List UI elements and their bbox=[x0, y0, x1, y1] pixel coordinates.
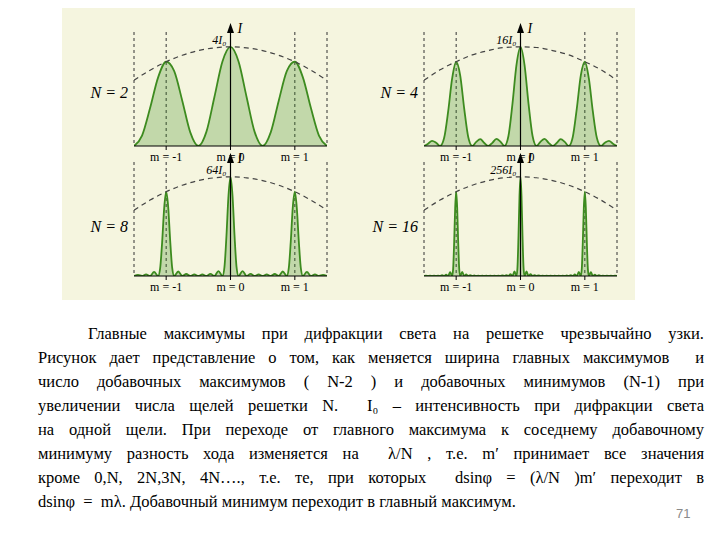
html-text:N = 4: N = 4 bbox=[380, 84, 418, 101]
html-text:минимуму разность хода изменяе: минимуму разность хода изменяется на λ/N… bbox=[38, 444, 704, 463]
svg-text:m = 1: m = 1 bbox=[281, 280, 309, 294]
html-text:dsinφ = mλ. Добавочный минимум: dsinφ = mλ. Добавочный минимум переходит… bbox=[38, 492, 516, 511]
html-text:N = 8: N = 8 bbox=[90, 218, 128, 235]
svg-text:m = 1: m = 1 bbox=[281, 150, 309, 164]
html-text:N = 2: N = 2 bbox=[90, 84, 128, 101]
html-text:Главные максимумы при дифракци: Главные максимумы при дифракции света на… bbox=[88, 324, 704, 343]
svg-text:m = -1: m = -1 bbox=[440, 150, 472, 164]
html-text:N = 16: N = 16 bbox=[372, 218, 418, 235]
html-text:Рисунок дает представление о т: Рисунок дает представление о том, как ме… bbox=[38, 348, 704, 367]
html-text:на одной щели. При переходе от: на одной щели. При переходе от главного … bbox=[38, 420, 704, 439]
svg-text:I: I bbox=[237, 151, 244, 166]
svg-text:m = 1: m = 1 bbox=[571, 150, 599, 164]
svg-text:I: I bbox=[527, 21, 534, 36]
svg-text:m = 0: m = 0 bbox=[216, 149, 245, 164]
svg-text:m = -1: m = -1 bbox=[440, 280, 472, 294]
html-text:число добавочных максимумов (: число добавочных максимумов ( N-2 ) и до… bbox=[38, 372, 704, 391]
html-text:71: 71 bbox=[676, 506, 691, 521]
svg-text:4I₀: 4I₀ bbox=[212, 33, 226, 47]
html-text:увеличении числа щелей решетки: увеличении числа щелей решетки N. I₀ – и… bbox=[38, 396, 704, 415]
svg-text:m = -1: m = -1 bbox=[150, 280, 182, 294]
svg-text:64I₀: 64I₀ bbox=[206, 163, 226, 177]
svg-text:m = 0: m = 0 bbox=[506, 280, 534, 294]
svg-text:I: I bbox=[237, 21, 244, 36]
svg-text:16I₀: 16I₀ bbox=[496, 33, 516, 47]
svg-text:m = -1: m = -1 bbox=[150, 150, 182, 164]
svg-text:256I₀: 256I₀ bbox=[490, 163, 516, 177]
html-text:кроме 0,N, 2N,3N, 4N…., т.е. т: кроме 0,N, 2N,3N, 4N…., т.е. те, при кот… bbox=[38, 468, 704, 487]
svg-text:I: I bbox=[527, 151, 534, 166]
svg-text:m = 0: m = 0 bbox=[506, 149, 535, 164]
svg-text:m = 0: m = 0 bbox=[216, 280, 244, 294]
svg-text:m = 1: m = 1 bbox=[571, 280, 599, 294]
